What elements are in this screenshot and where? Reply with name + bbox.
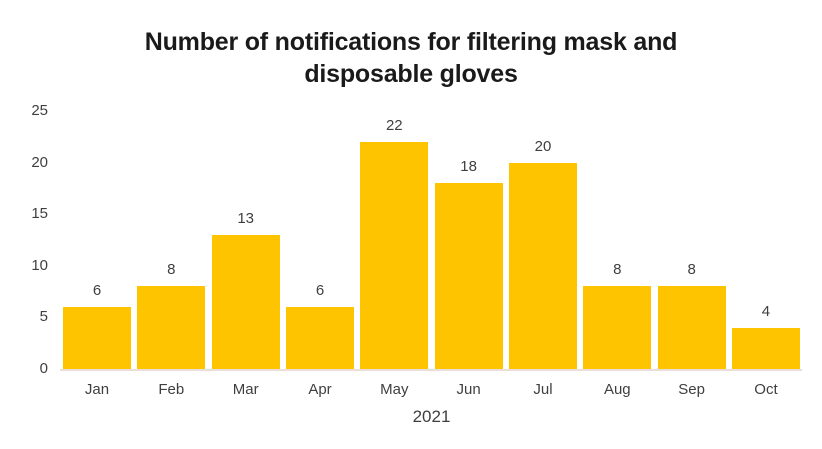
x-axis-title: 2021 — [412, 407, 451, 426]
bar — [657, 286, 726, 369]
x-tick-label: Jan — [84, 381, 110, 398]
bar-group-oct: 4 Oct — [731, 0, 800, 398]
chart-title-line-1: Number of notifications for filtering ma… — [144, 28, 678, 56]
bar-group-may: 22 May — [360, 0, 429, 398]
y-tick-label-5: 5 — [39, 308, 48, 326]
bar-group-jul: 20 Jul — [508, 0, 577, 398]
bar-group-sep: 8 Sep — [657, 0, 726, 398]
bar — [285, 307, 354, 369]
bar-group-feb: 8 Feb — [137, 0, 206, 398]
y-tick-label-0: 0 — [39, 360, 48, 377]
bar-group-mar: 13 Mar — [211, 0, 280, 398]
x-tick-label: Jun — [456, 381, 481, 398]
chart-title: Number of notifications for filtering ma… — [0, 26, 822, 90]
bar — [211, 235, 280, 369]
bar-value-label: 20 — [534, 138, 552, 155]
bar-value-label: 8 — [687, 261, 696, 278]
x-axis-line — [60, 369, 802, 371]
y-tick-label-20: 20 — [31, 153, 48, 171]
bar — [360, 142, 429, 369]
bar-value-label: 6 — [315, 282, 325, 299]
x-tick-label: Aug — [603, 381, 631, 398]
bar — [434, 183, 503, 369]
bar-group-apr: 6 Apr — [285, 0, 354, 398]
bar-value-label: 22 — [385, 117, 403, 134]
bar — [731, 328, 800, 369]
x-tick-label: Feb — [158, 381, 185, 398]
chart-title-line-2: disposable gloves — [304, 60, 518, 88]
bar-group-jan: 6 Jan — [63, 0, 131, 398]
y-tick-label-15: 15 — [31, 205, 48, 223]
bar — [583, 286, 652, 369]
bar-group-jun: 18 Jun — [434, 0, 503, 398]
bar-value-label: 4 — [761, 303, 771, 320]
bar-value-label: 18 — [460, 158, 477, 175]
bar-value-label: 8 — [613, 261, 622, 278]
bar-group-aug: 8 Aug — [583, 0, 652, 398]
x-tick-label: Jul — [533, 381, 553, 398]
x-tick-label: Apr — [308, 381, 332, 398]
bar — [137, 286, 206, 369]
bar-value-label: 6 — [92, 282, 102, 299]
bar — [63, 307, 131, 369]
bars-row: 6 Jan 8 Feb 13 Mar 6 Apr 22 May 18 Jun 20 Jul 8 Aug 8 Sep… — [63, 0, 800, 398]
x-tick-label: Oct — [754, 381, 778, 398]
x-tick-label: Sep — [678, 381, 705, 398]
y-tick-label-10: 10 — [31, 256, 48, 274]
bar-value-label: 13 — [237, 210, 254, 227]
x-tick-label: May — [380, 381, 409, 398]
bar-value-label: 8 — [167, 261, 176, 278]
x-tick-label: Mar — [232, 381, 259, 398]
y-tick-label-25: 25 — [31, 102, 48, 119]
bar — [508, 163, 577, 369]
